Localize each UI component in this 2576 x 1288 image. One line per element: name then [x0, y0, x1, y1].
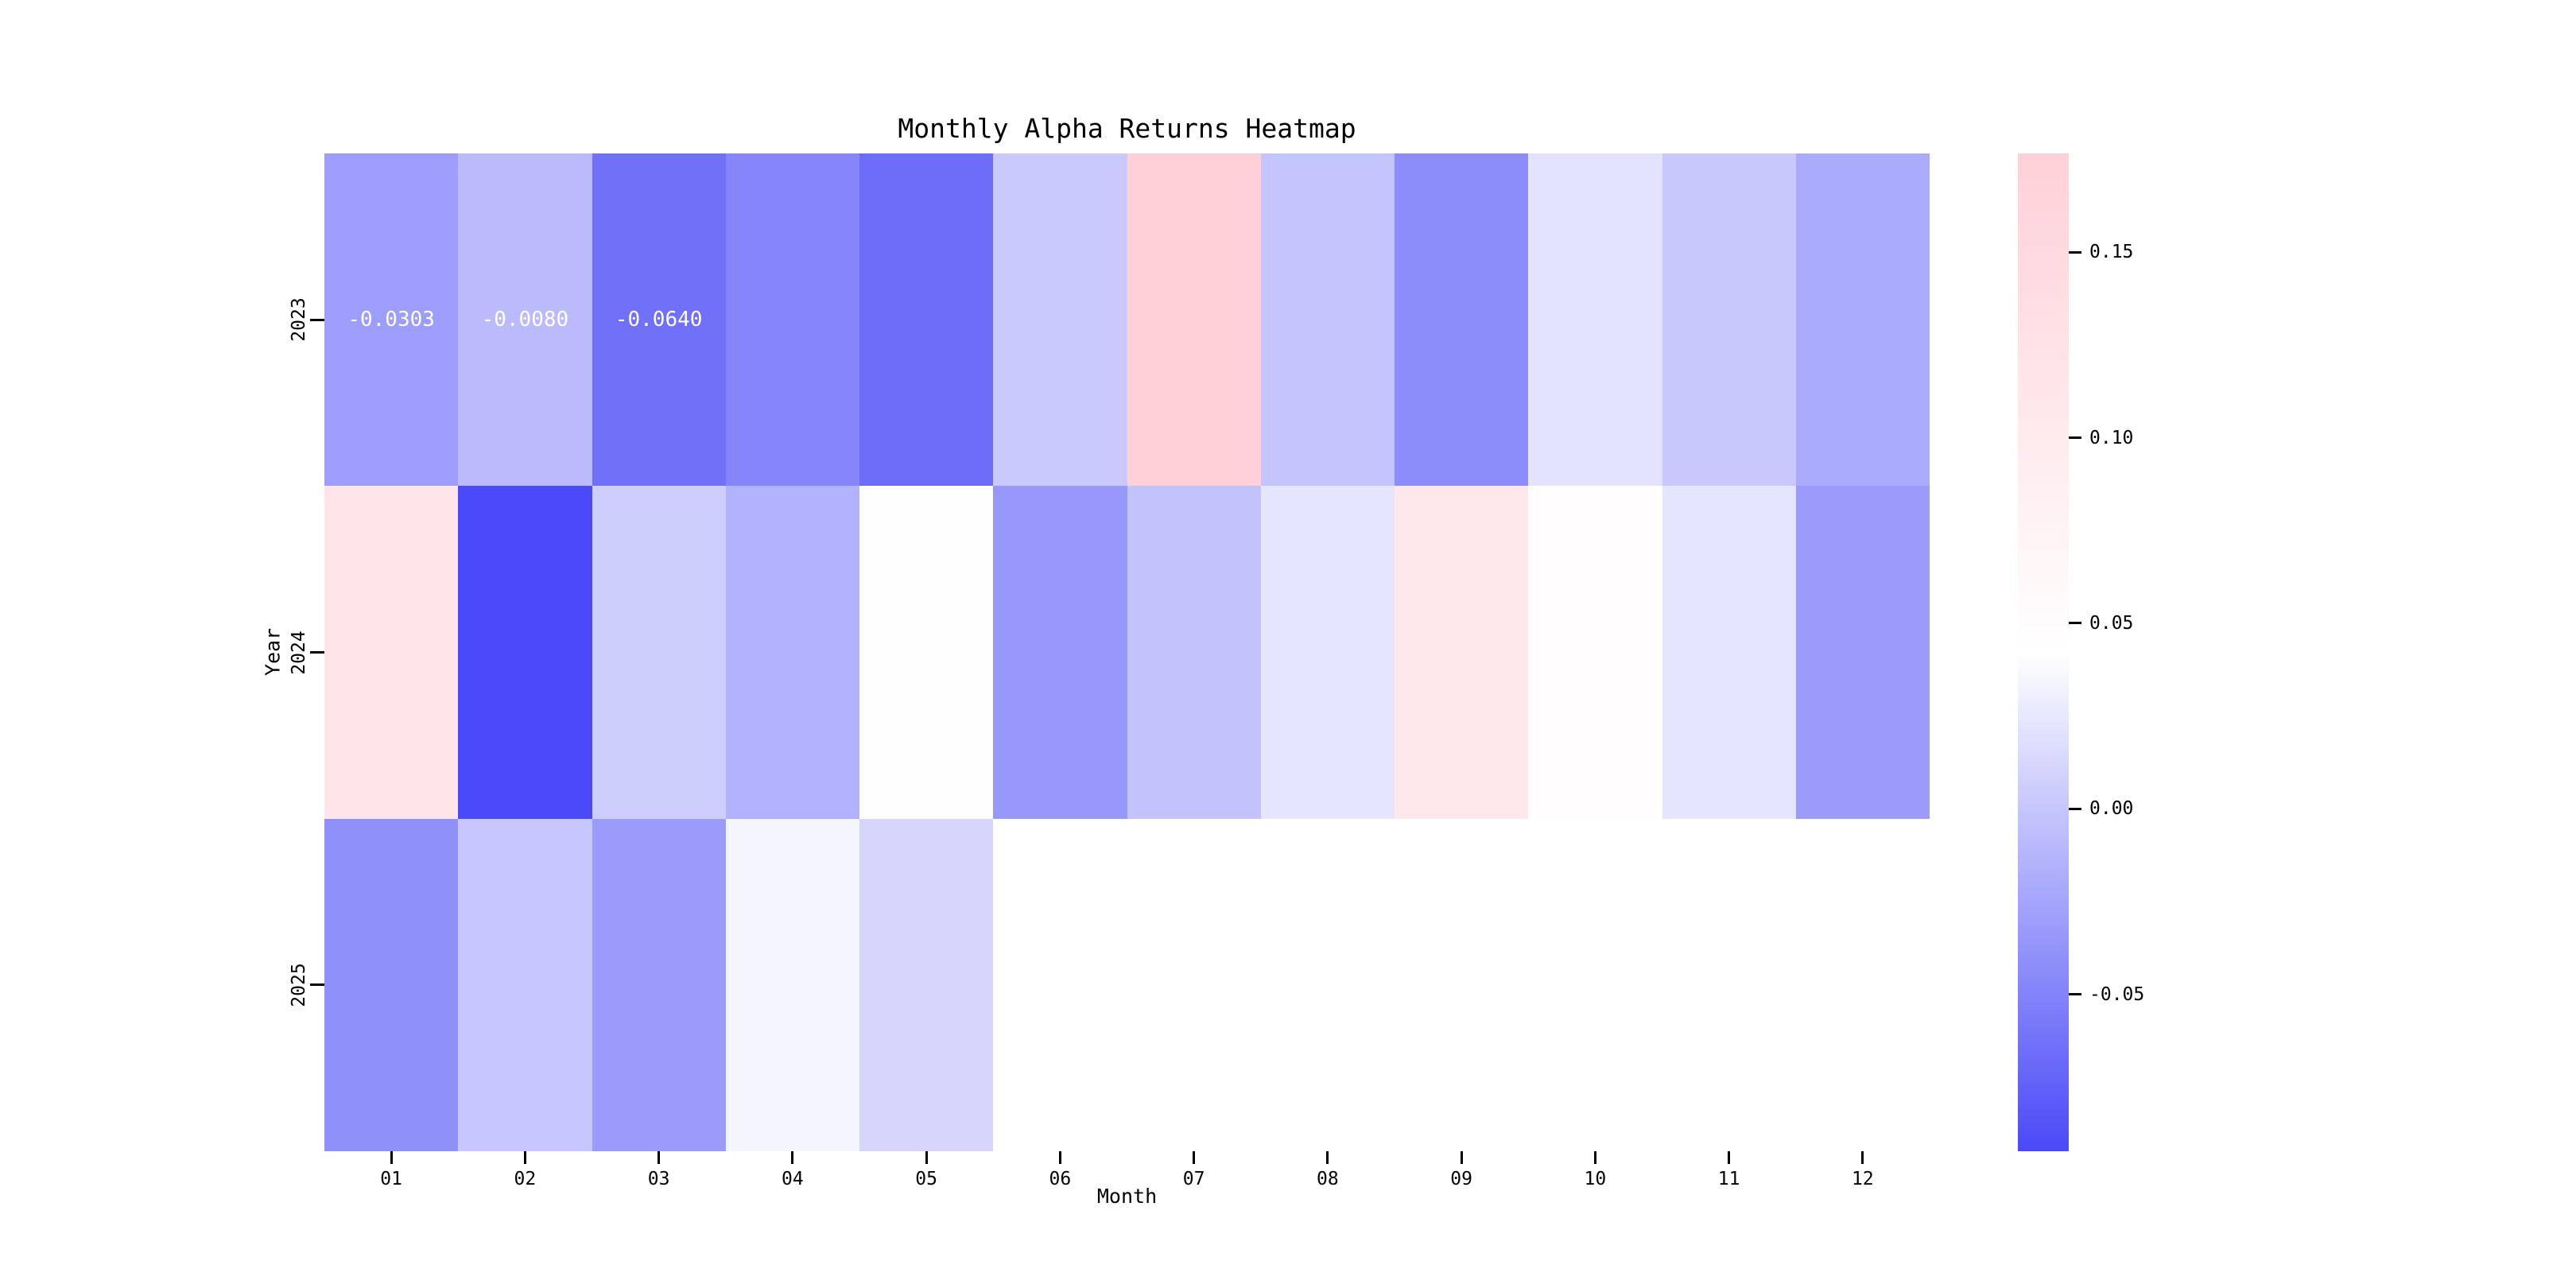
heatmap-cell-2025-07: [1127, 819, 1261, 1151]
x-tick-mark: [1326, 1151, 1329, 1164]
heatmap-cell-2024-03: [592, 486, 726, 819]
heatmap-cell-2025-08: [1261, 819, 1395, 1151]
x-axis-title: Month: [1096, 1185, 1158, 1208]
heatmap-cell-2025-10: [1528, 819, 1662, 1151]
cell-value-label: -0.0640: [615, 308, 703, 332]
colorbar-tick-label: 0.10: [2089, 427, 2134, 448]
heatmap-cell-2025-05: [859, 818, 994, 1151]
x-tick-label: 05: [915, 1169, 937, 1189]
colorbar-tick-mark: [2069, 993, 2081, 996]
heatmap-cell-2024-01: [324, 486, 459, 819]
heatmap-cell-2023-01: -0.0303: [324, 153, 459, 487]
heatmap-cell-2024-05: [859, 486, 994, 819]
x-tick-label: 09: [1450, 1169, 1472, 1189]
heatmap-cell-2023-02: -0.0080: [458, 153, 592, 487]
heatmap-cell-2024-12: [1795, 486, 1930, 819]
colorbar-tick-label: -0.05: [2089, 983, 2145, 1005]
x-tick-mark: [658, 1151, 661, 1164]
colorbar-tick-mark: [2069, 436, 2081, 439]
x-tick-mark: [1861, 1151, 1864, 1164]
x-tick-label: 04: [782, 1169, 804, 1189]
heatmap-cell-2025-11: [1662, 819, 1796, 1151]
x-tick-mark: [1460, 1151, 1463, 1164]
x-tick-label: 10: [1584, 1169, 1607, 1189]
x-axis: 01 02 03 04 05 06 07 08 09 10 11 12: [324, 1151, 1930, 1207]
colorbar-tick-mark: [2069, 250, 2081, 254]
x-tick-mark: [390, 1151, 393, 1164]
y-tick-label: 2023: [289, 297, 309, 342]
x-tick-label: 02: [514, 1169, 537, 1189]
colorbar-tick-mark: [2069, 622, 2081, 625]
heatmap-cell-2023-04: [725, 153, 859, 487]
x-tick-mark: [1593, 1151, 1596, 1164]
heatmap-cell-2024-02: [458, 486, 592, 819]
heatmap-plot: -0.0303 -0.0080 -0.0640: [324, 153, 1930, 1151]
heatmap-cell-2023-07: [1127, 153, 1261, 487]
colorbar-tick-label: 0.05: [2089, 612, 2134, 634]
cell-value-label: -0.0080: [481, 308, 569, 332]
y-axis-title: Year: [261, 627, 285, 677]
x-tick-mark: [1193, 1151, 1196, 1164]
x-tick-mark: [523, 1151, 526, 1164]
x-tick-mark: [925, 1151, 928, 1164]
heatmap-cell-2025-03: [592, 818, 726, 1151]
colorbar-tick-mark: [2069, 807, 2081, 810]
y-tick-mark: [310, 651, 324, 654]
heatmap-cell-2024-07: [1127, 486, 1261, 819]
heatmap-cell-2024-08: [1260, 486, 1395, 819]
x-tick-label: 03: [647, 1169, 670, 1189]
heatmap-cell-2025-01: [324, 818, 459, 1151]
heatmap-cell-2024-09: [1395, 486, 1529, 819]
x-tick-mark: [1728, 1151, 1731, 1164]
heatmap-cell-2025-04: [725, 818, 859, 1151]
heatmap-cell-2025-02: [458, 818, 592, 1151]
heatmap-cell-2023-08: [1260, 153, 1395, 487]
y-tick-mark: [310, 318, 324, 321]
cell-value-label: -0.0303: [347, 308, 435, 332]
colorbar-gradient: [2018, 153, 2069, 1151]
heatmap-cell-2024-10: [1528, 486, 1662, 819]
heatmap-cell-2023-06: [993, 153, 1127, 487]
heatmap-grid: -0.0303 -0.0080 -0.0640: [324, 153, 1930, 1151]
heatmap-cell-2023-05: [859, 153, 994, 487]
chart-title: Monthly Alpha Returns Heatmap: [898, 113, 1356, 144]
x-tick-mark: [1058, 1151, 1061, 1164]
x-tick-label: 12: [1852, 1169, 1874, 1189]
x-tick-label: 08: [1317, 1169, 1339, 1189]
x-tick-label: 07: [1182, 1169, 1205, 1189]
y-tick-mark: [310, 983, 324, 987]
heatmap-cell-2023-03: -0.0640: [592, 153, 726, 487]
heatmap-cell-2024-04: [725, 486, 859, 819]
x-tick-mark: [791, 1151, 794, 1164]
colorbar: 0.15 0.10 0.05 0.00 -0.05: [2018, 153, 2193, 1151]
colorbar-tick-label: 0.00: [2089, 798, 2134, 820]
heatmap-cell-2023-09: [1395, 153, 1529, 487]
x-tick-label: 11: [1717, 1169, 1740, 1189]
y-axis: 2023 2024 2025: [0, 153, 324, 1151]
heatmap-cell-2023-11: [1662, 153, 1796, 487]
y-tick-label: 2025: [289, 963, 309, 1007]
heatmap-cell-2023-12: [1795, 153, 1930, 487]
heatmap-cell-2025-12: [1796, 819, 1930, 1151]
x-tick-label: 01: [380, 1169, 402, 1189]
x-tick-label: 06: [1049, 1169, 1072, 1189]
heatmap-cell-2023-10: [1528, 153, 1662, 487]
heatmap-cell-2024-11: [1662, 486, 1796, 819]
colorbar-tick-label: 0.15: [2089, 242, 2134, 263]
heatmap-cell-2025-06: [993, 819, 1127, 1151]
y-tick-label: 2024: [289, 630, 309, 675]
heatmap-cell-2024-06: [993, 486, 1127, 819]
heatmap-cell-2025-09: [1395, 819, 1528, 1151]
